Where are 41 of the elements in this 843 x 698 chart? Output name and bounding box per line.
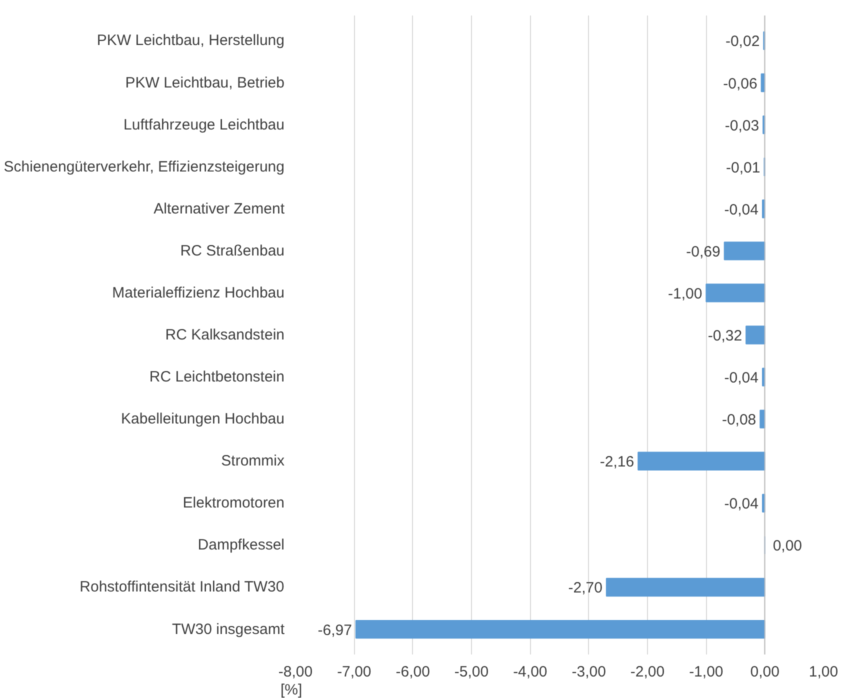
data-label: -0,01 (726, 159, 760, 176)
data-label: -0,03 (724, 117, 760, 134)
y-tick-label: Schienengüterverkehr, Effizienzsteigerung (4, 158, 285, 176)
data-label: -0,32 (708, 328, 742, 344)
data-label: -6,97 (318, 622, 352, 639)
data-label: 0,00 (772, 538, 802, 555)
data-label: -0,04 (724, 370, 758, 387)
y-tick-label: Strommix (221, 452, 285, 470)
x-tick-label: 0,00 (750, 664, 780, 680)
y-tick-label: RC Leichtbetonstein (149, 368, 285, 386)
y-tick-label: RC Kalksandstein (165, 326, 285, 344)
y-tick-label: Alternativer Zement (154, 200, 286, 218)
x-tick-label: -7,00 (337, 664, 372, 680)
data-label: -0,69 (686, 243, 720, 260)
data-label: -0,06 (723, 75, 758, 92)
y-tick-label: TW30 insgesamt (172, 620, 286, 638)
data-label: -1,00 (668, 285, 702, 302)
data-label: -0,08 (722, 412, 756, 429)
x-tick-label: -8,00 (278, 664, 313, 680)
x-tick-label: -1,00 (689, 664, 724, 680)
x-tick-label: -6,00 (396, 664, 430, 680)
y-tick-label: RC Straßenbau (180, 242, 284, 260)
y-tick-label: Elektromotoren (182, 494, 285, 512)
y-tick-label: Rohstoffintensität Inland TW30 (80, 578, 284, 596)
x-tick-label: -2,00 (630, 664, 665, 680)
y-tick-label: PKW Leichtbau, Betrieb (125, 74, 285, 92)
y-tick-label: Dampfkessel (198, 536, 285, 554)
y-tick-label: Kabelleitungen Hochbau (121, 410, 285, 428)
x-axis-title: [%] (280, 682, 302, 698)
data-label: -0,02 (725, 33, 760, 50)
x-tick-label: -4,00 (513, 664, 548, 680)
data-label: -0,04 (724, 201, 758, 218)
y-tick-label: Materialeffizienz Hochbau (112, 284, 285, 302)
data-label: -2,70 (568, 580, 602, 597)
x-tick-label: 1,00 (808, 664, 838, 680)
y-tick-label: Luftfahrzeuge Leichtbau (124, 116, 285, 134)
x-tick-label: -3,00 (572, 664, 606, 680)
x-tick-label: -5,00 (454, 664, 489, 680)
data-label: -2,16 (600, 454, 634, 471)
y-tick-label: PKW Leichtbau, Herstellung (96, 32, 285, 50)
data-label: -0,04 (724, 496, 758, 513)
